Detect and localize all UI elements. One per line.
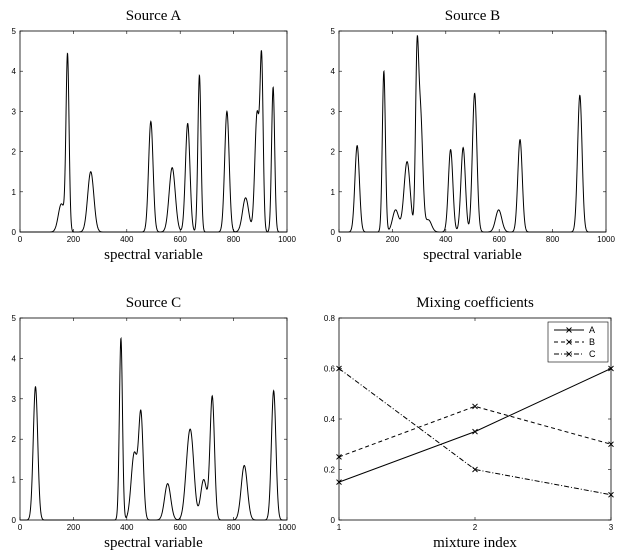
y-tick-label: 2 (331, 148, 336, 157)
y-tick-label: 3 (331, 107, 336, 116)
legend-label: B (589, 337, 595, 347)
chart-panel-2: Source B 0 200 400 600 800 1000 0 1 2 3 4 5 spectral … (331, 8, 616, 263)
x-axis-label: mixture index (433, 535, 517, 551)
y-tick-label: 0 (12, 516, 17, 525)
legend: ABC (547, 321, 609, 363)
series-point-A (336, 479, 342, 485)
y-tick-label: 0 (331, 516, 336, 525)
y-tick-label: 1 (12, 476, 17, 485)
series-point-B (336, 454, 342, 460)
x-tick-label: 200 (67, 235, 81, 244)
axes-box (338, 30, 607, 233)
panels: Source A0 200 400 600 800 1000012345spectral … (12, 8, 616, 551)
x-axis-label: spectral variable (104, 247, 203, 263)
chart-panel-3: Source C 0 200 400 600 800 1000 0 1 2 3 4 5 spectral … (12, 295, 297, 551)
chart-panel-4: Mixing coefficients 1 2 3 0 0.2 0.4 0.6 0.8 mixtu… (324, 295, 614, 551)
chart-title: Source A (126, 8, 182, 24)
series-point-C (336, 365, 342, 372)
chart-title: Source B (445, 8, 500, 24)
y-tick-label: 0.4 (324, 415, 336, 424)
chart-panel-1: Source A 0 200 400 600 800 1000 0 1 2 3 4 5 spectral … (12, 8, 297, 263)
x-tick-label: 400 (439, 235, 453, 244)
y-tick-label: 1 (12, 188, 17, 197)
legend-label: C (589, 349, 596, 359)
x-tick-label: 1000 (597, 235, 615, 244)
y-tick-label: 0.2 (324, 466, 336, 475)
series-point-A (608, 365, 614, 372)
y-tick-label: 0.6 (324, 365, 336, 374)
y-tick-label: 5 (331, 27, 336, 36)
y-tick-label: 5 (12, 27, 17, 36)
x-tick-label: 0 (18, 523, 23, 532)
series-point-B (472, 403, 478, 410)
x-tick-label: 800 (227, 523, 241, 532)
y-tick-label: 5 (12, 314, 17, 323)
spectrum-line (20, 336, 287, 521)
legend-item-A: A (554, 325, 595, 335)
x-tick-label: 400 (120, 235, 134, 244)
y-tick-label: 3 (12, 395, 17, 404)
series-point-A (472, 428, 478, 435)
x-tick-label: 800 (227, 235, 241, 244)
x-tick-label: 1000 (278, 523, 296, 532)
series-line-B (338, 405, 612, 458)
legend-item-C: C (554, 349, 596, 359)
x-tick-label: 600 (174, 523, 188, 532)
x-axis-label: spectral variable (423, 247, 522, 263)
y-tick-label: 1 (331, 188, 336, 197)
y-tick-label: 3 (12, 107, 17, 116)
y-tick-label: 2 (12, 148, 17, 157)
x-tick-label: 3 (609, 523, 614, 532)
series-line-C (338, 368, 612, 496)
x-axis-label: spectral variable (104, 535, 203, 551)
legend-label: A (589, 325, 595, 335)
y-tick-label: 0 (12, 228, 17, 237)
axes-box (19, 30, 288, 233)
series-point-C (608, 491, 614, 498)
chart-title: Source C (126, 295, 181, 311)
x-tick-label: 800 (546, 235, 560, 244)
x-tick-label: 200 (386, 235, 400, 244)
spectrum-line (339, 35, 606, 233)
x-tick-label: 1000 (278, 235, 296, 244)
y-tick-label: 0 (331, 228, 336, 237)
y-tick-label: 4 (331, 67, 336, 76)
x-tick-label: 0 (18, 235, 23, 244)
x-tick-label: 1 (337, 523, 342, 532)
series-point-B (608, 441, 614, 448)
y-tick-label: 4 (12, 354, 17, 363)
y-tick-label: 4 (12, 67, 17, 76)
x-tick-label: 400 (120, 523, 134, 532)
x-tick-label: 600 (174, 235, 188, 244)
chart-title: Mixing coefficients (416, 295, 534, 311)
spectrum-line (20, 50, 287, 233)
y-tick-label: 0.8 (324, 314, 336, 323)
y-tick-label: 2 (12, 435, 17, 444)
x-tick-label: 2 (473, 523, 478, 532)
x-tick-label: 200 (67, 523, 81, 532)
x-tick-label: 600 (493, 235, 507, 244)
legend-item-B: B (554, 337, 595, 347)
x-tick-label: 0 (337, 235, 342, 244)
series-point-C (472, 466, 478, 473)
